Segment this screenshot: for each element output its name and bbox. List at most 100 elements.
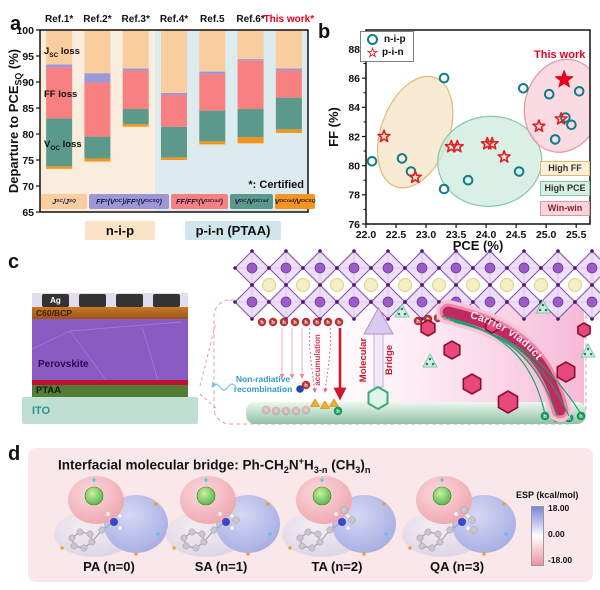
hole-carrier bbox=[334, 317, 344, 327]
bar-segment bbox=[46, 67, 73, 119]
carbon-atom bbox=[316, 538, 324, 546]
methyl-carbon bbox=[232, 516, 240, 524]
svg-text:h: h bbox=[260, 320, 264, 326]
hydrogen-atom bbox=[453, 511, 459, 517]
svg-text:23.0: 23.0 bbox=[416, 229, 437, 241]
chloride-ion bbox=[84, 486, 104, 506]
bar-category-label: Ref.1* bbox=[45, 14, 73, 25]
a-site-cation bbox=[262, 278, 276, 292]
a-site-cation bbox=[500, 278, 514, 292]
loss-legend-item: J SC/J SQ bbox=[41, 194, 87, 209]
ag-electrode bbox=[79, 294, 106, 307]
carbon-atom bbox=[296, 534, 304, 542]
data-point-nip bbox=[366, 156, 378, 167]
esp-colorbar bbox=[531, 506, 544, 566]
bar-segment bbox=[275, 70, 302, 98]
data-point-nip bbox=[560, 112, 571, 123]
loss-legend: J SC/J SQ FF 0 (V OC)/FF 0 (V OC SQ) FF/FF 0 (V OC rad)… bbox=[41, 194, 315, 209]
hole-carrier bbox=[268, 317, 278, 327]
phenyl-ring bbox=[443, 340, 461, 360]
bar-segment bbox=[122, 70, 149, 110]
hydrogen-atom bbox=[465, 525, 471, 531]
panel-b-x-axis-title: PCE (%) bbox=[452, 238, 504, 253]
esp-colorbar-title: ESP (kcal/mol) bbox=[516, 490, 579, 500]
carbon-atom bbox=[70, 542, 78, 550]
svg-text:22.5: 22.5 bbox=[386, 229, 407, 241]
panel-d-label: d bbox=[8, 443, 21, 465]
trap-state bbox=[319, 400, 331, 409]
bar-segment bbox=[275, 97, 302, 130]
bar-segment bbox=[237, 60, 264, 110]
methyl-carbon bbox=[348, 516, 356, 524]
molecule-label-qa: QA (n=3) bbox=[429, 559, 485, 574]
panel-b-label: b bbox=[318, 21, 331, 43]
esp-mid-label: 0.00 bbox=[548, 529, 565, 539]
carbon-atom bbox=[428, 544, 436, 552]
hole-carrier bbox=[301, 405, 311, 415]
ptaa-label: PTAA bbox=[36, 385, 62, 396]
perovskite-label: Perovskite bbox=[38, 359, 89, 370]
bar-segment bbox=[84, 30, 111, 74]
legend-nip-label: n-i-p bbox=[384, 34, 406, 45]
data-point-pin bbox=[480, 136, 494, 150]
svg-text:76: 76 bbox=[348, 219, 360, 231]
mechanism-diagram: hhhhhhhhhhhhhhhhhhhhhhaccumulationhMolec… bbox=[199, 249, 600, 425]
benzene-ring bbox=[367, 385, 389, 411]
molecular-bridge-label: Molecular bbox=[358, 338, 369, 383]
device-top-face bbox=[32, 293, 188, 307]
svg-text:24.5: 24.5 bbox=[506, 229, 527, 241]
carbon-atom bbox=[314, 530, 322, 538]
bar-segment bbox=[46, 118, 73, 167]
carbon-atom bbox=[434, 530, 442, 538]
carbon-atom bbox=[180, 534, 188, 542]
chloride-ion bbox=[432, 486, 452, 506]
hole-carrier bbox=[301, 317, 311, 327]
region-ellipse bbox=[523, 58, 590, 153]
svg-text:25.5: 25.5 bbox=[566, 229, 587, 241]
nip-marker-icon bbox=[367, 34, 378, 45]
callout-line bbox=[199, 321, 217, 387]
carbon-atom bbox=[76, 528, 84, 536]
bar-segment bbox=[199, 110, 226, 142]
a-site-cation bbox=[534, 278, 548, 292]
svg-text:h: h bbox=[543, 414, 547, 420]
hole-carrier bbox=[291, 406, 301, 416]
a-site-cation bbox=[432, 278, 446, 292]
nitrogen-atom bbox=[458, 518, 466, 526]
data-point-pin bbox=[554, 111, 568, 125]
bar-segment bbox=[84, 73, 111, 83]
svg-text:h: h bbox=[326, 320, 330, 326]
svg-text:h: h bbox=[315, 320, 319, 326]
data-point-pin bbox=[532, 119, 546, 133]
data-point-nip bbox=[513, 166, 525, 177]
carbon-atom bbox=[198, 530, 206, 538]
svg-text:h: h bbox=[304, 320, 308, 326]
data-point-pin bbox=[485, 136, 499, 150]
region-legend-item: Win-win bbox=[540, 201, 590, 216]
axes-box bbox=[365, 29, 591, 225]
svg-text:95: 95 bbox=[22, 51, 34, 63]
device-stack: Ag C60/BCP Perovskite PTAA ITO bbox=[22, 292, 198, 424]
bar-category-label: Ref.3* bbox=[122, 14, 150, 25]
bar-category-label: This work* bbox=[264, 14, 315, 25]
svg-text:h: h bbox=[304, 383, 308, 389]
bar-segment bbox=[122, 68, 149, 71]
hydrogen-atom bbox=[217, 511, 223, 517]
methyl-carbon bbox=[470, 526, 478, 534]
phenyl-ring bbox=[485, 318, 499, 334]
ff-pce-scatter-chart: 76 78 80 82 84 86 88 22.0 22.5 23.0 23.5 24.0 24.5 25… bbox=[348, 29, 591, 241]
nitrogen-atom bbox=[338, 518, 346, 526]
bar-segment bbox=[237, 137, 264, 144]
bar-segment bbox=[84, 158, 111, 162]
bar-segment bbox=[161, 30, 187, 93]
bar-segment bbox=[122, 124, 149, 127]
loss-bar-chart: Ref.1* Ref.2* Ref.3* Ref.4* Ref.5 Ref.6*This … bbox=[16, 14, 315, 219]
certified-note: *: Certified bbox=[248, 179, 304, 191]
molecular-bridge-interlayer bbox=[32, 380, 188, 385]
svg-text:h: h bbox=[264, 408, 268, 414]
chloride-ion bbox=[312, 486, 332, 506]
carbon-atom bbox=[86, 530, 94, 538]
hydrogen-atom bbox=[345, 525, 351, 531]
ff-loss-label: FF loss bbox=[44, 89, 78, 100]
